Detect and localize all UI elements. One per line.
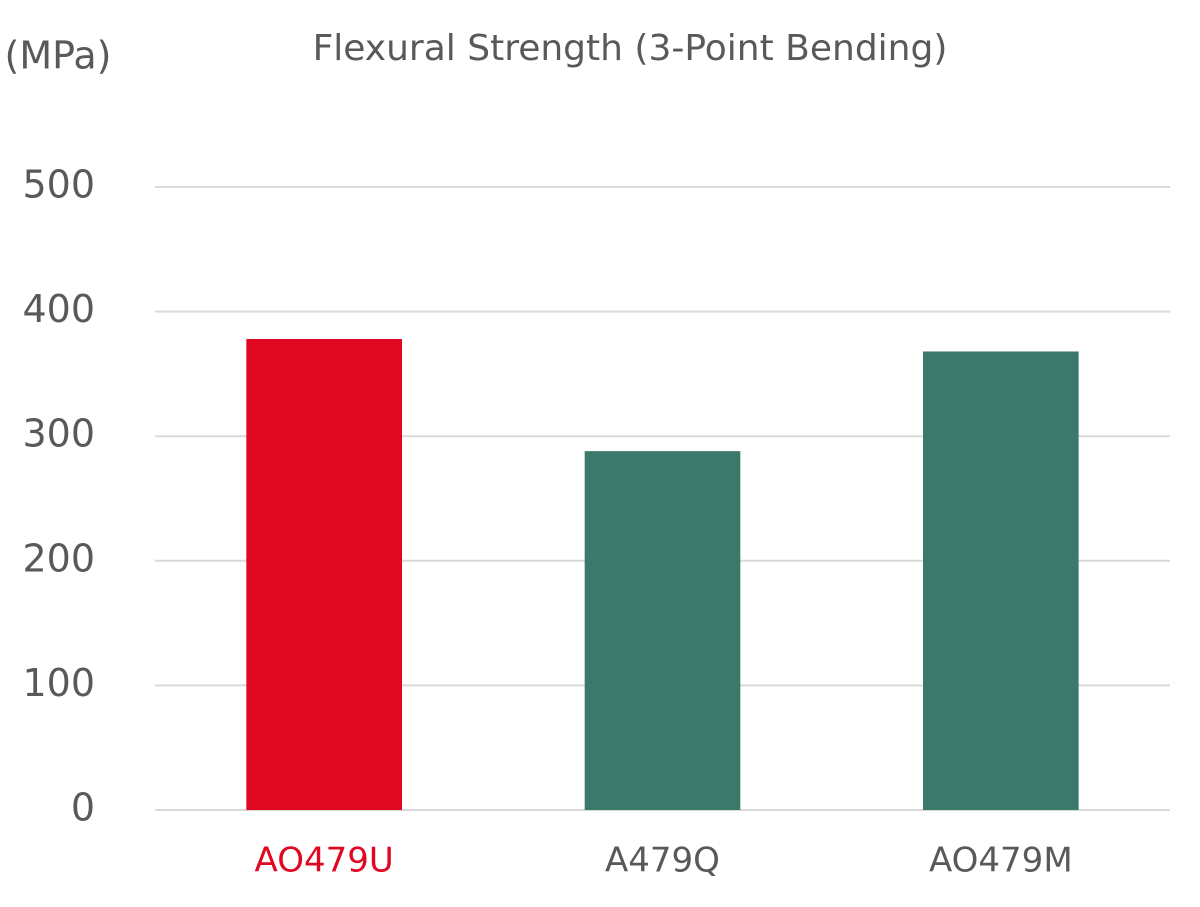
bar bbox=[584, 451, 741, 810]
y-tick-label: 300 bbox=[22, 412, 95, 456]
y-tick-label: 500 bbox=[22, 163, 95, 207]
x-tick-label: AO479M bbox=[929, 841, 1073, 881]
y-tick-label: 0 bbox=[71, 786, 95, 830]
x-tick-label: AO479U bbox=[255, 841, 394, 881]
y-tick-label: 100 bbox=[22, 661, 95, 705]
y-tick-label: 200 bbox=[22, 536, 95, 580]
chart-title: Flexural Strength (3-Point Bending) bbox=[313, 28, 948, 69]
bar bbox=[923, 351, 1079, 810]
y-axis-label: (MPa) bbox=[5, 34, 112, 78]
x-tick-label: A479Q bbox=[605, 841, 720, 881]
bar bbox=[246, 339, 402, 810]
y-tick-label: 400 bbox=[22, 287, 95, 331]
